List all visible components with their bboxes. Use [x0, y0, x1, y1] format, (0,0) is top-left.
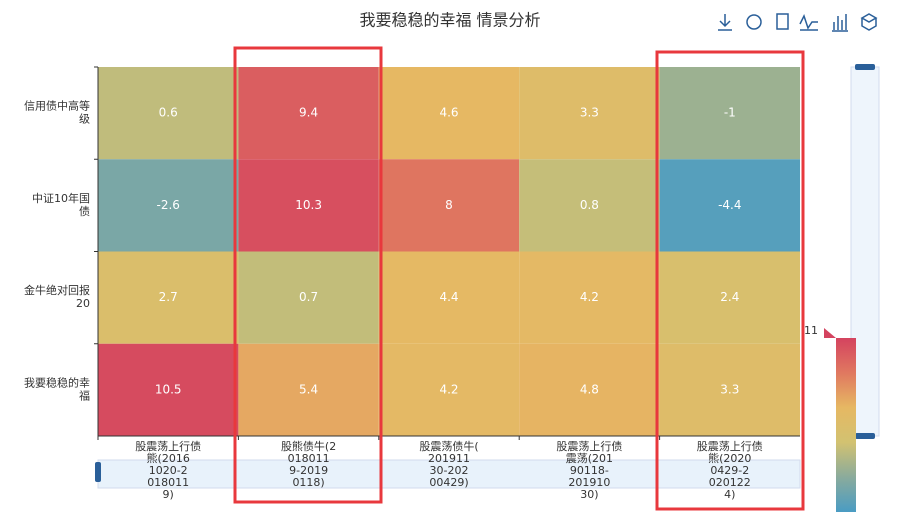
tool-bar[interactable]	[832, 14, 848, 32]
cell	[238, 67, 379, 160]
cell-label: 4.2	[580, 290, 599, 304]
visual-map-handle	[824, 328, 836, 338]
cell	[378, 251, 520, 344]
cell-label: 4.6	[439, 106, 458, 120]
cell	[519, 343, 660, 436]
cell	[378, 67, 520, 160]
chart-title: 我要稳稳的幸福 情景分析	[359, 11, 540, 30]
cell	[238, 343, 379, 436]
cell-label: 3.3	[720, 382, 739, 396]
highlight-box	[655, 50, 805, 511]
cell-label: 3.3	[580, 106, 599, 120]
cell-label: -1	[724, 106, 736, 120]
cell	[378, 343, 520, 436]
tool-dataview[interactable]	[776, 13, 789, 30]
cell-label: -2.6	[156, 198, 179, 212]
tool-line[interactable]	[799, 14, 818, 31]
cell	[659, 251, 800, 344]
cell	[659, 159, 800, 252]
cell	[98, 159, 239, 252]
tool-restore[interactable]	[746, 14, 762, 30]
tool-download[interactable]	[718, 14, 732, 31]
cell-label: 0.7	[299, 290, 318, 304]
cell	[519, 159, 660, 252]
cell	[98, 251, 239, 344]
cell-label: -4.4	[718, 198, 741, 212]
cell	[238, 159, 379, 252]
y-slider-handle[interactable]	[855, 64, 875, 70]
tick-label: 金牛绝对回报 20	[24, 283, 90, 310]
tick-label: 中证10年国债	[32, 191, 90, 218]
highlight-box	[233, 46, 383, 504]
tick-label: 股熊债牛(2 018011 9-2019 0118)	[281, 439, 336, 489]
cell-label: 9.4	[299, 106, 318, 120]
cell	[378, 159, 520, 252]
cell-label: 10.5	[155, 382, 182, 396]
cell-label: 2.4	[720, 290, 739, 304]
tool-stack[interactable]	[860, 13, 878, 31]
tick-label: 股震荡上行债熊(2020 0429-2 020122 4)	[697, 439, 763, 501]
tick-label: 股震荡上行债熊(2016 1020-2 018011 9)	[135, 439, 201, 501]
cell-label: 0.8	[580, 198, 599, 212]
cell	[659, 343, 800, 436]
cell-label: 2.7	[159, 290, 178, 304]
y-slider-handle[interactable]	[855, 433, 875, 439]
visual-map-max: 11	[804, 324, 818, 337]
cell-label: 10.3	[295, 198, 322, 212]
cell-label: 0.6	[159, 106, 178, 120]
tick-label: 股震荡债牛(201911 30-202 00429)	[419, 439, 478, 489]
cell	[519, 251, 660, 344]
cell-label: 5.4	[299, 382, 318, 396]
x-slider[interactable]	[97, 459, 801, 489]
data-zoom[interactable]	[95, 64, 880, 489]
toolbox[interactable]	[718, 13, 878, 32]
tick-label: 股震荡上行债震荡(201 90118-201910 30)	[556, 439, 622, 501]
cell-label: 4.2	[439, 382, 458, 396]
cell-label: 8	[445, 198, 453, 212]
visual-map-bar	[836, 338, 856, 512]
cell	[238, 251, 379, 344]
tick-label: 信用债中高等级	[24, 99, 90, 126]
cell-label: 4.4	[439, 290, 458, 304]
cell-label: 4.8	[580, 382, 599, 396]
x-slider-handle[interactable]	[95, 462, 101, 482]
tick-label: 我要稳稳的幸福	[24, 375, 90, 402]
cell	[519, 67, 660, 160]
cell	[659, 67, 800, 160]
cell	[98, 67, 239, 160]
cell	[98, 343, 239, 436]
